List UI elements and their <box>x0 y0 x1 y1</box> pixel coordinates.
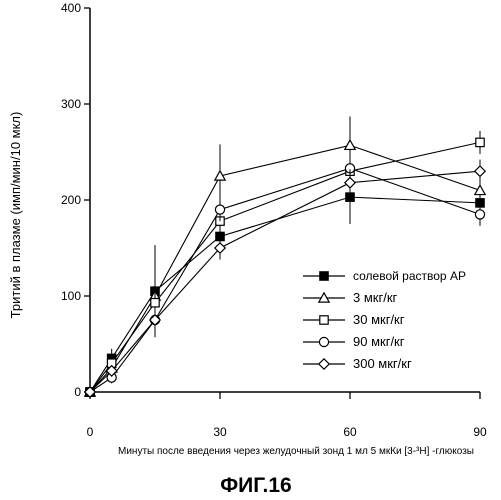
series-group <box>85 116 485 397</box>
legend-item-1: 3 мкг/кг <box>303 290 398 305</box>
y-tick-label: 0 <box>74 385 81 399</box>
legend-item-3: 90 мкг/кг <box>303 334 405 349</box>
legend-marker <box>319 359 329 369</box>
data-point <box>476 138 484 146</box>
x-tick-label: 30 <box>213 425 227 439</box>
legend-label: 3 мкг/кг <box>353 290 398 305</box>
figure-caption: ФИГ.16 <box>220 474 292 497</box>
x-tick-label: 60 <box>343 425 357 439</box>
y-axis-label: Тритий в плазме (имп/мин/10 мкл) <box>8 112 23 319</box>
legend-marker <box>320 316 328 324</box>
legend-marker <box>319 337 328 346</box>
legend-label: 300 мкг/кг <box>353 356 412 371</box>
x-tick-label: 90 <box>473 425 487 439</box>
y-tick-label: 100 <box>61 289 81 303</box>
legend-label: 90 мкг/кг <box>353 334 405 349</box>
y-tick-label: 400 <box>61 1 81 15</box>
data-point <box>345 140 355 149</box>
data-point <box>151 299 159 307</box>
series-line <box>90 197 480 392</box>
x-tick-label: 0 <box>87 425 94 439</box>
legend-item-0: солевой раствор AP <box>303 269 466 283</box>
data-point <box>475 185 485 194</box>
y-tick-label: 300 <box>61 97 81 111</box>
legend-label: солевой раствор AP <box>353 269 466 283</box>
data-point <box>475 166 485 176</box>
data-point <box>475 210 484 219</box>
x-axis-label: Минуты после введения через желудочный з… <box>118 446 474 457</box>
data-point <box>215 205 224 214</box>
legend-label: 30 мкг/кг <box>353 312 405 327</box>
data-point <box>345 178 355 188</box>
legend-marker <box>320 272 328 280</box>
legend-item-4: 300 мкг/кг <box>303 356 412 371</box>
y-tick-label: 200 <box>61 193 81 207</box>
series-0 <box>86 170 484 396</box>
series-line <box>90 142 480 392</box>
legend-item-2: 30 мкг/кг <box>303 312 405 327</box>
legend: солевой раствор AP 3 мкг/кг 30 мкг/кг 90 мк… <box>303 269 466 371</box>
series-1 <box>85 116 485 396</box>
